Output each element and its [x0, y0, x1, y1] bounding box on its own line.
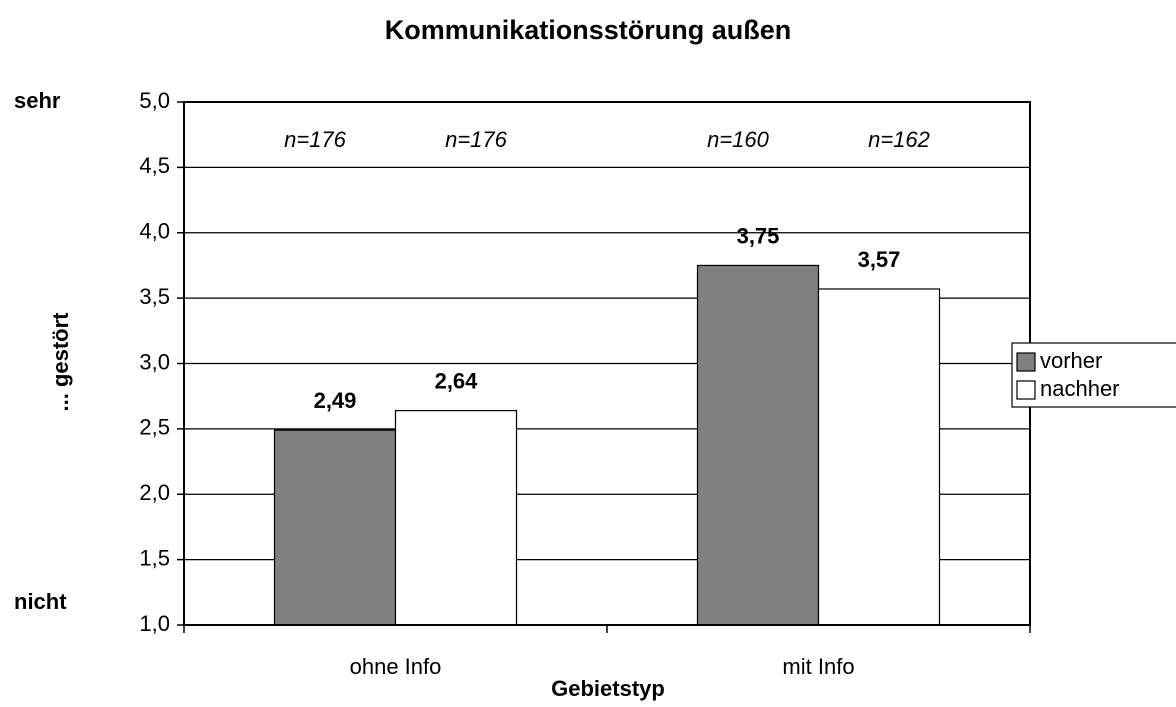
value-label: 3,57 [858, 247, 901, 272]
n-label: n=176 [284, 127, 347, 152]
value-label: 2,64 [435, 368, 479, 393]
y-tick-label: 1,0 [139, 611, 170, 636]
legend-label: nachher [1040, 376, 1120, 401]
n-label: n=176 [445, 127, 508, 152]
value-label: 3,75 [737, 223, 780, 248]
legend-swatch [1016, 352, 1036, 372]
y-tick-label: 3,0 [139, 349, 170, 374]
y-bottom-label: nicht [14, 589, 67, 614]
y-tick-label: 4,0 [139, 219, 170, 244]
value-label: 2,49 [314, 388, 357, 413]
chart-title: Kommunikationsstörung außen [385, 15, 792, 45]
y-axis-label: ... gestört [48, 312, 73, 412]
bar [273, 429, 397, 626]
y-tick-label: 3,5 [139, 284, 170, 309]
bar [394, 409, 518, 626]
legend-label: vorher [1040, 348, 1102, 373]
y-tick-label: 4,5 [139, 153, 170, 178]
n-label: n=162 [868, 127, 930, 152]
x-axis-label: Gebietstyp [551, 676, 665, 701]
legend-swatch [1016, 380, 1036, 400]
x-tick-label: ohne Info [350, 654, 442, 679]
legend-box [1011, 342, 1176, 408]
bar [696, 264, 820, 626]
y-tick-label: 2,0 [139, 480, 170, 505]
bar [817, 288, 941, 626]
y-tick-label: 2,5 [139, 415, 170, 440]
n-label: n=160 [707, 127, 770, 152]
x-tick-label: mit Info [782, 654, 854, 679]
y-tick-label: 1,5 [139, 545, 170, 570]
y-top-label: sehr [14, 88, 61, 113]
y-tick-label: 5,0 [139, 88, 170, 113]
